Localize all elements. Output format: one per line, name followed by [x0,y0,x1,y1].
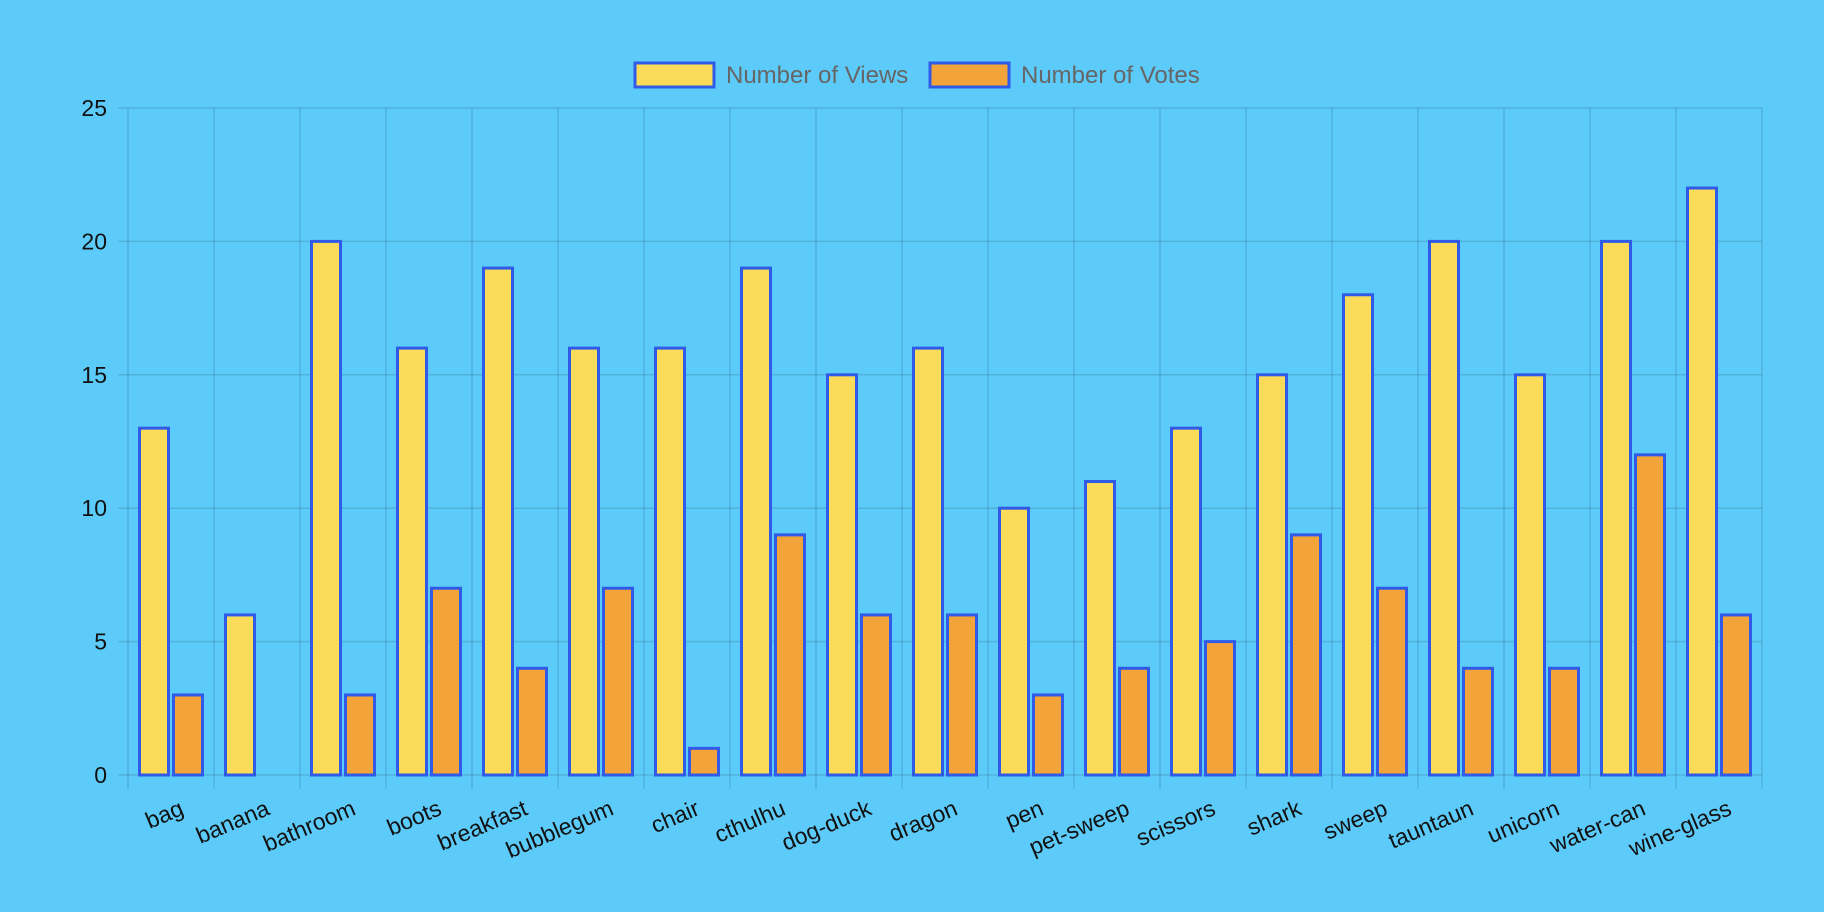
bar-views-cthulhu[interactable] [740,266,772,777]
y-tick-label: 15 [81,362,107,388]
bar-votes-bathroom[interactable] [344,693,376,777]
bar-views-unicorn[interactable] [1514,373,1546,777]
bar-views-banana[interactable] [224,613,256,777]
bar-votes-dragon[interactable] [946,613,978,777]
bar-votes-cthulhu[interactable] [774,533,806,777]
bar-votes-pet-sweep[interactable] [1118,666,1150,777]
bars [138,186,1752,777]
x-tick-label: pet-sweep [1025,795,1133,860]
bar-views-pet-sweep[interactable] [1084,480,1116,777]
bar-views-breakfast[interactable] [482,266,514,777]
x-tick-label: scissors [1132,795,1219,851]
bar-views-wine-glass[interactable] [1686,186,1718,777]
bar-views-chair[interactable] [654,346,686,777]
bar-votes-scissors[interactable] [1204,640,1236,777]
x-tick-label: sweep [1320,795,1391,845]
x-tick-label: shark [1243,794,1305,840]
bar-votes-shark[interactable] [1290,533,1322,777]
grid [118,107,1763,789]
bar-views-bathroom[interactable] [310,239,342,777]
bar-votes-boots[interactable] [430,586,462,777]
legend-swatch-views[interactable] [633,61,716,89]
bar-votes-tauntaun[interactable] [1462,666,1494,777]
bar-votes-wine-glass[interactable] [1720,613,1752,777]
x-tick-label: chair [647,795,703,839]
bar-views-water-can[interactable] [1600,239,1632,777]
y-tick-label: 10 [81,495,107,521]
bar-views-sweep[interactable] [1342,293,1374,777]
y-tick-label: 0 [94,762,107,788]
legend: Number of Views Number of Votes [633,61,1200,89]
bar-views-scissors[interactable] [1170,426,1202,777]
x-tick-label: cthulhu [711,795,789,848]
bar-views-pen[interactable] [998,506,1030,777]
bar-views-bag[interactable] [138,426,170,777]
bar-views-shark[interactable] [1256,373,1288,777]
bar-votes-bubblegum[interactable] [602,586,634,777]
y-axis-ticks: 0 5 10 15 20 25 [81,95,107,788]
bar-votes-dog-duck[interactable] [860,613,892,777]
legend-swatch-votes[interactable] [928,61,1011,89]
x-tick-label: bag [141,795,186,834]
bar-votes-breakfast[interactable] [516,666,548,777]
bar-views-boots[interactable] [396,346,428,777]
bar-votes-pen[interactable] [1032,693,1064,777]
x-tick-label: banana [192,795,273,849]
bar-views-dragon[interactable] [912,346,944,777]
legend-label-views[interactable]: Number of Views [726,62,908,89]
bar-votes-unicorn[interactable] [1548,666,1580,777]
y-tick-label: 25 [81,95,107,121]
y-tick-label: 5 [94,629,107,655]
x-tick-label: dragon [885,795,961,847]
legend-label-votes[interactable]: Number of Votes [1021,62,1200,89]
x-tick-label: dog-duck [778,794,876,855]
x-tick-label: tauntaun [1384,795,1477,854]
bar-views-tauntaun[interactable] [1428,239,1460,777]
bar-votes-sweep[interactable] [1376,586,1408,777]
bar-votes-bag[interactable] [172,693,204,777]
bar-views-bubblegum[interactable] [568,346,600,777]
y-tick-label: 20 [81,228,107,254]
x-tick-label: bathroom [259,795,359,857]
x-tick-label: pen [1001,795,1046,834]
bar-votes-chair[interactable] [688,746,720,777]
bar-votes-water-can[interactable] [1634,453,1666,777]
bar-views-dog-duck[interactable] [826,373,858,777]
